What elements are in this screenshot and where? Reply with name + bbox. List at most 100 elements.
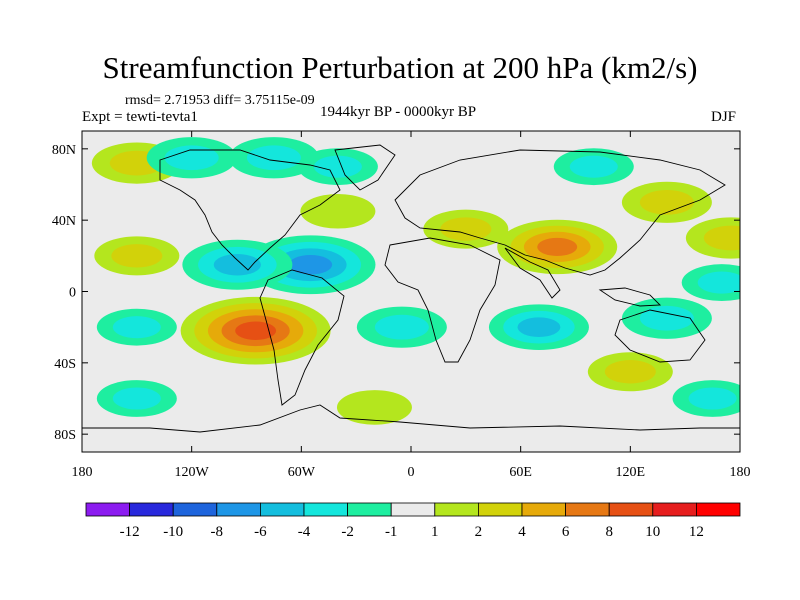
anomaly-level	[697, 271, 740, 294]
colorbar-swatch	[521, 502, 566, 517]
colorbar-label: 2	[475, 524, 483, 540]
coast-antarctica	[82, 404, 740, 433]
y-tick-label: 80S	[54, 428, 76, 443]
colorbar-swatch	[696, 502, 741, 517]
anomaly-15	[356, 306, 447, 348]
anomaly-level	[374, 314, 429, 340]
coast-greenland	[334, 144, 396, 191]
anomaly-13	[553, 148, 634, 186]
colorbar-swatch	[216, 502, 261, 517]
colorbar-swatch	[259, 502, 305, 517]
anomaly-level	[703, 225, 740, 251]
y-tick-label: 40N	[52, 214, 76, 229]
colorbar-label: -1	[385, 524, 398, 540]
y-tick-label: 80N	[52, 143, 76, 158]
anomaly-level	[313, 155, 362, 178]
coast-india	[504, 247, 561, 299]
colorbar-swatch	[477, 502, 523, 517]
anomaly-5	[94, 236, 180, 276]
anomaly-level	[300, 193, 376, 229]
anomaly-level	[440, 217, 492, 241]
anomaly-level	[569, 155, 618, 178]
x-tick-label: 60E	[509, 465, 532, 480]
anomaly-19	[96, 380, 177, 417]
colorbar-swatch	[172, 502, 218, 517]
coast-north-america	[159, 149, 341, 271]
anomaly-level	[639, 305, 694, 331]
anomaly-2	[228, 137, 319, 179]
anomaly-1	[146, 137, 237, 179]
x-tick-label: 60W	[288, 465, 316, 480]
colorbar-label: 8	[605, 524, 613, 540]
map-area	[81, 130, 741, 453]
anomaly-21	[681, 264, 740, 301]
colorbar-swatch	[303, 502, 348, 517]
anomaly-level	[213, 254, 261, 276]
coastlines	[82, 144, 740, 433]
anomaly-level	[537, 237, 578, 256]
anomaly-level	[164, 145, 219, 171]
anomaly-14	[488, 304, 589, 350]
stats-text: rmsd= 2.71953 diff= 3.75115e-09	[125, 93, 315, 108]
period-label: 1944kyr BP - 0000kyr BP	[320, 104, 477, 120]
anomaly-layer	[91, 137, 740, 425]
y-tick-label: 40S	[54, 357, 76, 372]
x-axis: 180 120W 60W 0 60E 120E 180	[72, 131, 751, 480]
colorbar-swatch	[347, 502, 392, 517]
colorbar-label: -8	[211, 524, 224, 540]
colorbar-swatch	[652, 502, 697, 517]
coast-eurasia	[394, 149, 726, 276]
anomaly-9	[96, 308, 177, 346]
colorbar-label: -12	[120, 524, 140, 540]
x-tick-label: 0	[408, 465, 415, 480]
colorbar-label: 1	[431, 524, 439, 540]
anomaly-level	[235, 321, 277, 340]
colorbar-label: 10	[645, 524, 660, 540]
anomaly-level	[112, 387, 161, 410]
anomaly-8	[180, 296, 331, 365]
anomaly-3	[297, 148, 378, 186]
anomaly-16	[621, 297, 712, 339]
colorbar-swatch	[608, 502, 654, 517]
anomaly-level	[246, 145, 301, 171]
anomaly-level	[336, 390, 412, 425]
experiment-label: Expt = tewti-tevta1	[82, 109, 198, 125]
anomaly-22	[685, 217, 740, 259]
coast-south-america	[259, 269, 345, 406]
anomaly-level	[639, 189, 694, 215]
colorbar-label: -4	[298, 524, 311, 540]
anomaly-11	[497, 219, 618, 275]
colorbar-label: 12	[689, 524, 704, 540]
x-tick-label: 180	[730, 465, 751, 480]
colorbar-label: -2	[341, 524, 354, 540]
colorbar: -12 -10 -8 -6 -4 -2 -1 1 2 4 6 8 10 12	[85, 502, 741, 540]
anomaly-20	[672, 380, 740, 417]
colorbar-label: -10	[163, 524, 183, 540]
colorbar-swatch	[390, 502, 436, 517]
anomaly-level	[112, 316, 161, 339]
anomaly-10	[423, 209, 509, 249]
anomaly-level	[288, 254, 333, 275]
colorbar-swatch	[85, 502, 130, 517]
coast-indonesia	[598, 287, 662, 307]
anomaly-7	[182, 239, 293, 290]
anomaly-level	[517, 317, 561, 337]
colorbar-swatch	[434, 502, 479, 517]
anomaly-level	[111, 244, 163, 268]
colorbar-label: -6	[254, 524, 267, 540]
anomaly-level	[604, 360, 656, 384]
y-tick-label: 0	[69, 286, 76, 301]
colorbar-label: 4	[518, 524, 526, 540]
anomaly-18	[336, 390, 412, 425]
y-axis: 80N 40N 0 40S 80S	[52, 143, 740, 443]
chart-title: Streamfunction Perturbation at 200 hPa (…	[102, 50, 698, 85]
coast-africa	[384, 237, 501, 363]
anomaly-12	[621, 181, 712, 223]
colorbar-swatch	[565, 502, 610, 517]
colorbar-label: 6	[562, 524, 570, 540]
x-tick-label: 120W	[175, 465, 210, 480]
colorbar-swatch	[129, 502, 174, 517]
anomaly-17	[587, 352, 673, 392]
x-tick-label: 120E	[616, 465, 646, 480]
